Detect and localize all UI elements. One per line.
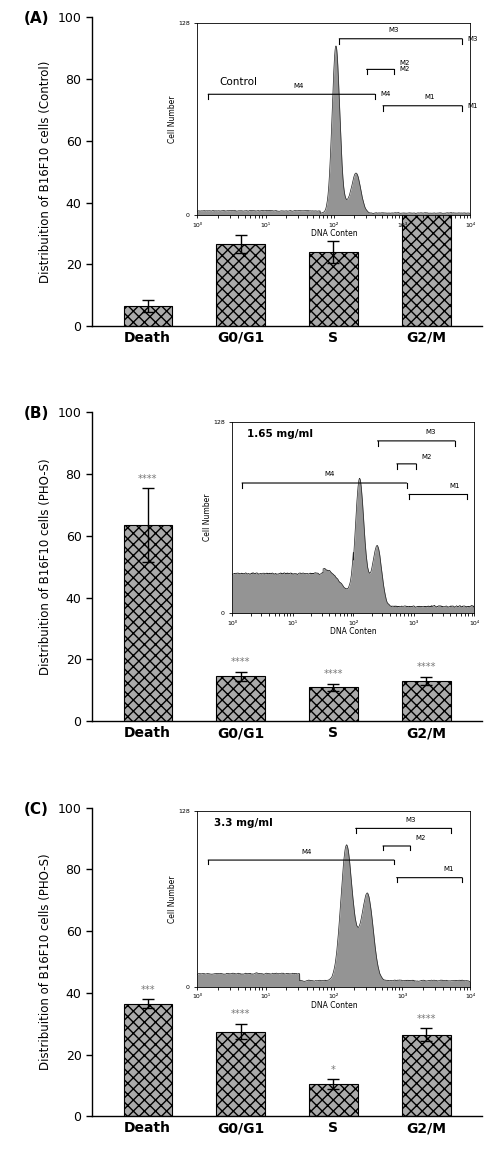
Text: ****: **** [416,663,436,672]
Bar [216,677,265,722]
Bar [402,162,450,326]
Text: ****: **** [416,1014,436,1024]
Bar [216,1031,265,1116]
Text: ***: *** [140,984,155,994]
Text: (A): (A) [24,12,49,26]
Text: ****: **** [138,473,158,483]
Bar [309,252,358,326]
Bar [124,525,172,722]
Bar [402,1035,450,1116]
Bar [124,306,172,326]
Y-axis label: Distribuition of B16F10 cells (Control): Distribuition of B16F10 cells (Control) [39,61,52,283]
Text: *: * [331,1065,336,1075]
Bar [216,244,265,326]
Text: ****: **** [231,1009,250,1019]
Text: (C): (C) [24,801,49,816]
Y-axis label: Distribuition of B16F10 cells (PHO-S): Distribuition of B16F10 cells (PHO-S) [39,854,52,1070]
Bar [124,1004,172,1116]
Text: ****: **** [324,669,343,679]
Bar [402,681,450,722]
Y-axis label: Distribuition of B16F10 cells (PHO-S): Distribuition of B16F10 cells (PHO-S) [39,458,52,676]
Bar [309,687,358,722]
Bar [309,1084,358,1116]
Text: (B): (B) [24,406,49,421]
Text: ****: **** [231,657,250,668]
